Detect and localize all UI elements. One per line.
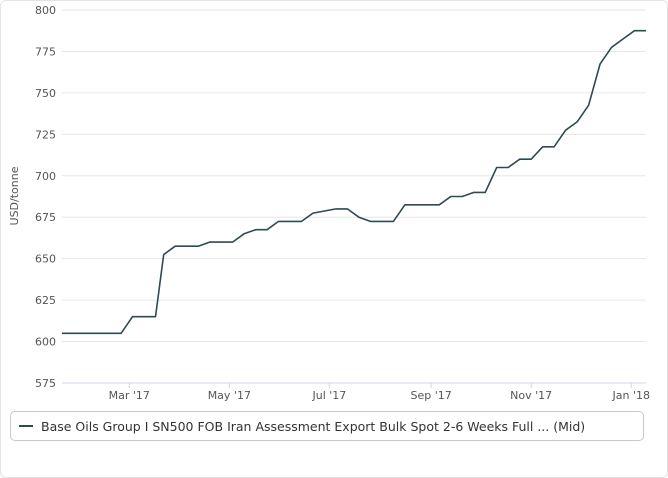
y-tick-label-800: 800 xyxy=(35,4,56,17)
legend[interactable]: Base Oils Group I SN500 FOB Iran Assessm… xyxy=(10,411,644,441)
x-tick-label-2: Jul '17 xyxy=(311,389,346,402)
y-axis-ticks: 575 600 625 650 675 700 725 750 775 800 xyxy=(35,4,56,390)
y-tick-label-650: 650 xyxy=(35,253,56,266)
y-tick-label-750: 750 xyxy=(35,87,56,100)
y-tick-label-600: 600 xyxy=(35,336,56,349)
y-tick-label-775: 775 xyxy=(35,45,56,58)
x-tick-label-1: May '17 xyxy=(208,389,251,402)
y-tick-label-700: 700 xyxy=(35,170,56,183)
gridlines xyxy=(62,9,646,384)
legend-swatch xyxy=(19,425,33,427)
x-tick-label-0: Mar '17 xyxy=(109,389,150,402)
y-axis-label: USD/tonne xyxy=(8,166,21,225)
y-tick-label-625: 625 xyxy=(35,294,56,307)
series-group xyxy=(62,29,646,335)
y-tick-label-675: 675 xyxy=(35,211,56,224)
x-axis-ticks: Mar '17 May '17 Jul '17 Sep '17 Nov '17 Jan '… xyxy=(109,383,650,402)
x-tick-label-4: Nov '17 xyxy=(510,389,552,402)
y-tick-label-725: 725 xyxy=(35,128,56,141)
legend-label-series-1: Base Oils Group I SN500 FOB Iran Assessm… xyxy=(41,418,586,434)
series-line-1 xyxy=(62,29,646,335)
x-tick-label-3: Sep '17 xyxy=(410,389,451,402)
y-tick-label-575: 575 xyxy=(35,377,56,390)
x-tick-label-5: Jan '18 xyxy=(611,389,649,402)
